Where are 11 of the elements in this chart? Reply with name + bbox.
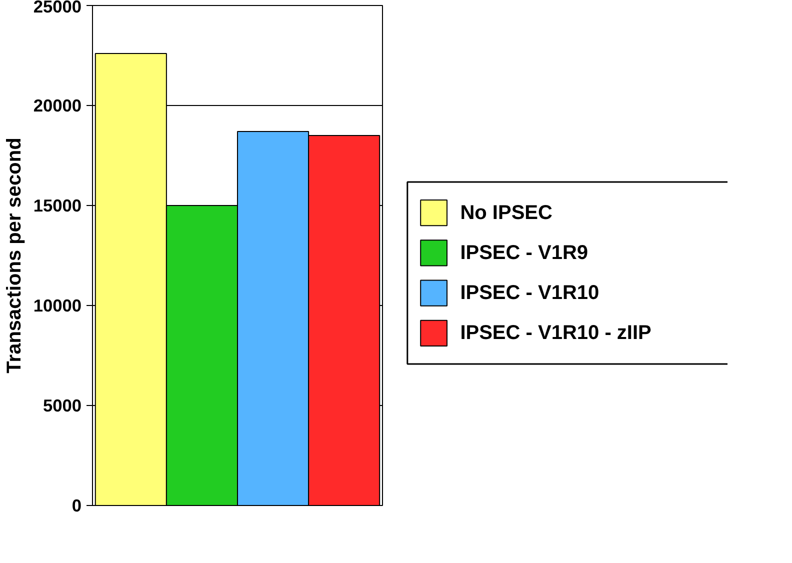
legend-label: IPSEC - V1R10 [460,282,600,304]
legend-label: No IPSEC [460,202,552,224]
y-tick-label: 15000 [33,196,82,216]
y-tick-label: 0 [72,496,82,516]
legend-label: IPSEC - V1R9 [460,242,588,264]
y-tick-label: 25000 [33,0,82,16]
y-tick-label: 5000 [42,396,82,416]
y-tick-label: 20000 [33,96,82,116]
legend-label: IPSEC - V1R10 - zIIP [460,322,652,344]
y-axis-title: Transactions per second [3,138,26,374]
y-tick-label: 10000 [33,296,82,316]
